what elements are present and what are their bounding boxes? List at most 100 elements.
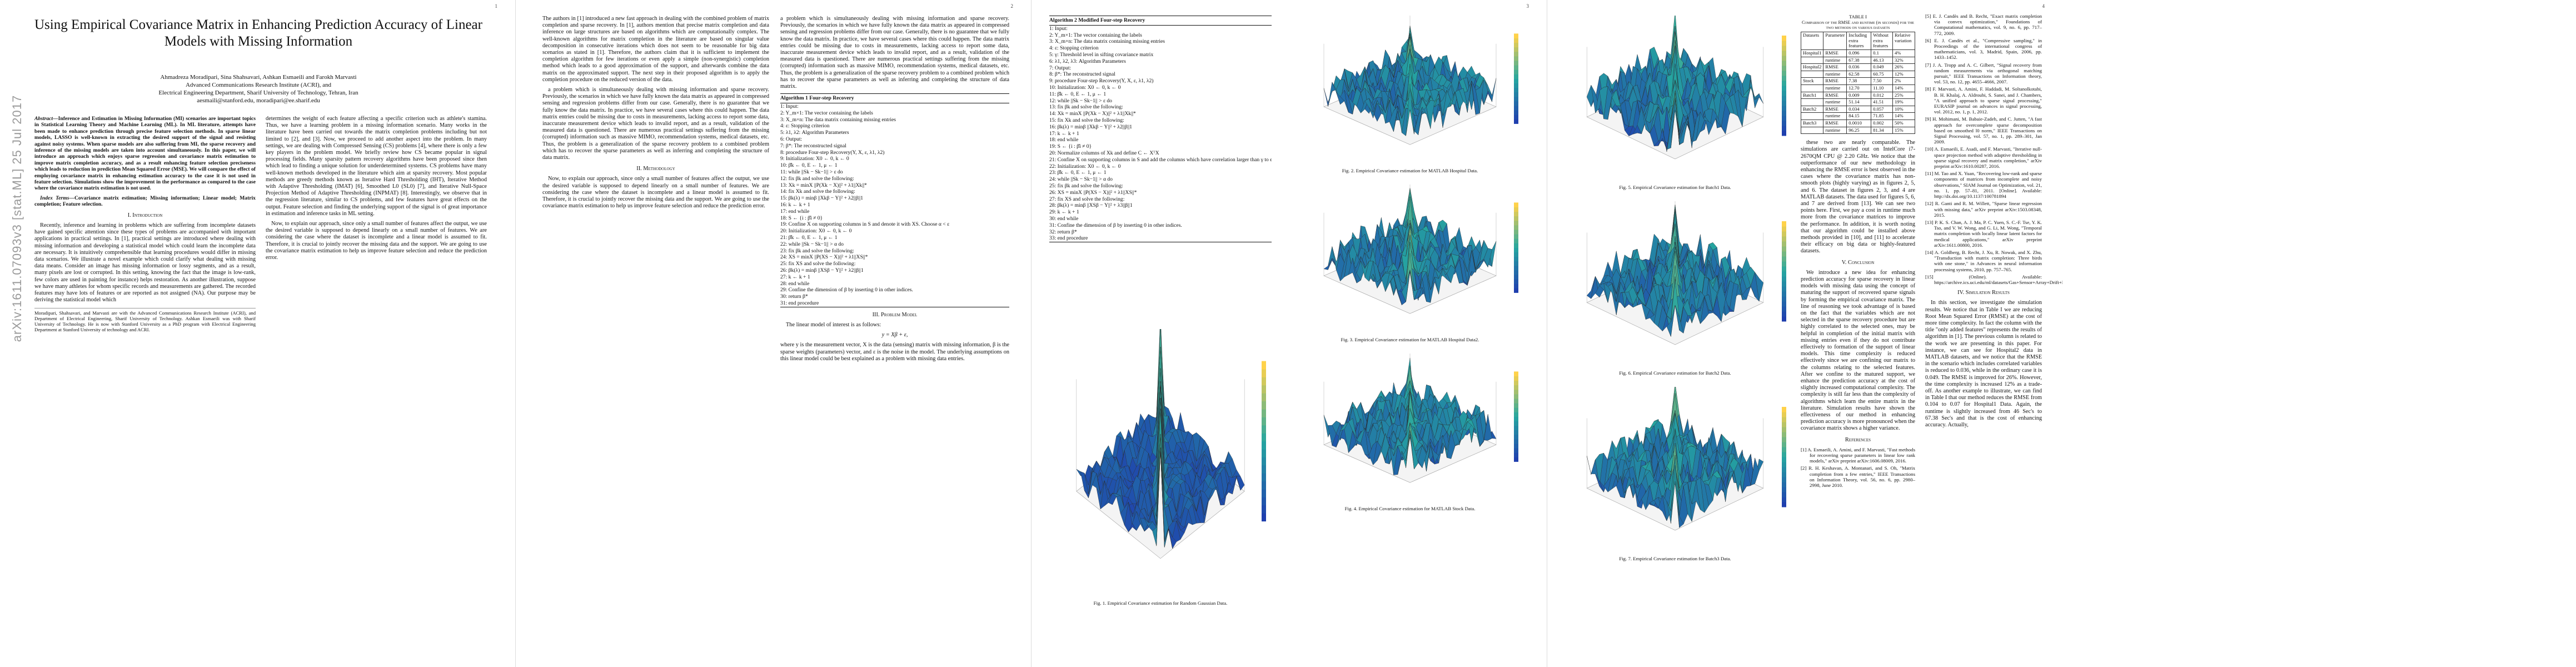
- algorithm-line: 25: fix βk and solve the following:: [1049, 182, 1123, 189]
- table-row: Batch3 RMSE 0.0010 0.002 50%: [1800, 119, 1916, 127]
- figure-4: [1296, 354, 1524, 504]
- algorithm-line: 27: k ← k + 1: [780, 273, 810, 280]
- algorithm-line: 19: S ← {i : β̂i ≠ 0}: [1049, 143, 1092, 150]
- algorithm-line: 27: fix XS and solve the following:: [1049, 196, 1125, 202]
- author-affiliation: Advanced Communications Research Institu…: [185, 82, 332, 88]
- table-cell: Stock: [1800, 77, 1824, 85]
- surface-mesh: [1587, 387, 1764, 528]
- table-cell: RMSE: [1823, 105, 1847, 113]
- algorithm-line: 26: βk(λ) = minβ ||XSβ − Y||² + λ2||β||1: [780, 267, 864, 273]
- algorithm-line: 2: Y_m×1: The vector containing the labe…: [780, 109, 873, 116]
- table-header-cell: Datasets: [1800, 32, 1824, 50]
- algorithm-line: 9: Initialization: X0 ← 0, k ← 0: [780, 156, 849, 162]
- paper-page-1: 1 arXiv:1611.07093v3 [stat.ML] 25 Jul 20…: [0, 0, 515, 667]
- algorithm-line: 2: Y_m×1: The vector containing the labe…: [1049, 32, 1142, 38]
- table-cell: Batch1: [1800, 91, 1824, 99]
- reference-list: [1] A. Esmaeili, A. Amini, and F. Marvas…: [1801, 447, 1915, 488]
- reference-item: [7] J. A. Tropp and A. C. Gilbert, "Sign…: [1925, 62, 2042, 85]
- paragraph: where y is the measurement vector, X is …: [780, 342, 1009, 362]
- algorithm-line: 23: β̂k ← 0, E ← 1, μ ← 1: [1049, 170, 1107, 176]
- algorithm-line: 3: X_m×n: The data matrix containing mis…: [780, 116, 896, 123]
- colorbar: [1782, 407, 1786, 507]
- algorithm-line: 10: Initialization: X0 ← 0, k ← 0: [1049, 84, 1121, 91]
- table-cell: Batch2: [1800, 105, 1824, 113]
- surface-mesh: [1587, 16, 1763, 152]
- footnote: Moradipari, Shahsavari, and Marvasti are…: [34, 308, 256, 332]
- page-number: 4: [2042, 3, 2045, 9]
- figure-caption: Fig. 4. Empirical Covariance estimation …: [1344, 506, 1476, 511]
- algorithm-2: Algorithm 2 Modified Four-step Recovery …: [1049, 16, 1272, 243]
- table-cell: runtime: [1823, 70, 1847, 78]
- table-cell: [1800, 56, 1824, 64]
- table-cell: runtime: [1823, 112, 1847, 120]
- algorithm-line: 20: Normalize columns of Xk and define C…: [1049, 150, 1159, 156]
- right-column: a problem which is simultaneously dealin…: [780, 16, 1009, 366]
- algorithm-line: 8: β*: The reconstructed signal: [1049, 71, 1115, 78]
- table-cell: runtime: [1823, 126, 1847, 135]
- algorithm-line: 6: Output:: [780, 136, 803, 143]
- surface-mesh: [1586, 205, 1763, 337]
- reference-item: [14] A. Goldberg, B. Recht, J. Xu, R. No…: [1925, 249, 2042, 272]
- algorithm-line: 25: fix XS and solve the following:: [780, 261, 856, 267]
- middle-column: TABLE I Comparison of the RMSE and runti…: [1800, 13, 1916, 490]
- reference-item: [8] F. Marvasti, A. Amini, F. Haddadi, M…: [1925, 86, 2042, 115]
- paragraph: Now, to explain our approach, since only…: [542, 176, 769, 210]
- table-cell: 11.10: [1871, 84, 1893, 92]
- table-cell: 0.036: [1846, 63, 1872, 71]
- reference-item: [9] H. Mohimani, M. Babaie-Zadeh, and C.…: [1925, 116, 2042, 145]
- algorithm-line: 28: end while: [780, 280, 810, 287]
- reference-list: [5] E. J. Candès and B. Recht, "Exact ma…: [1925, 13, 2062, 285]
- paragraph: The linear model of interest is as follo…: [786, 321, 881, 328]
- table-cell: 15%: [1892, 126, 1916, 135]
- left-column: Abstract—Inference and Estimation in Mis…: [34, 116, 256, 332]
- table-caption: Comparison of the RMSE and runtime (in s…: [1802, 20, 1914, 31]
- algorithm-line: 8: procedure Four-step Recovery(Y, X, ε,…: [780, 149, 885, 156]
- table-cell: 0.1: [1871, 49, 1893, 57]
- algorithm-line: 4: ε: Stopping criterion: [1049, 45, 1099, 52]
- table-body: Hospital1 RMSE 0.096 0.1 4% runtime 67.38 46.13…: [1800, 49, 1916, 135]
- algorithm-line: 4: ε: Stopping criterion: [780, 123, 830, 130]
- covariance-surface-figure: [1323, 185, 1518, 314]
- algorithm-1: Algorithm 1 Four-step Recovery 1: Input:…: [780, 93, 1009, 307]
- reference-item: [6] E. J. Candès et al., "Compressive sa…: [1925, 37, 2042, 61]
- covariance-surface-figure: [1586, 201, 1786, 345]
- page-number: 1: [495, 3, 498, 9]
- table-row: Batch2 RMSE 0.034 0.057 10%: [1800, 105, 1916, 113]
- algorithm-line: 22: while ||Sk − Sk−1|| > α do: [780, 241, 844, 247]
- table-cell: 0.0010: [1846, 119, 1872, 127]
- table-cell: 25%: [1892, 91, 1916, 99]
- algorithm-line: 3: X_m×n: The data matrix containing mis…: [1049, 38, 1165, 45]
- section-heading: IV. Simulation Results: [1957, 290, 2010, 296]
- table-cell: RMSE: [1823, 119, 1847, 127]
- figure-caption: Fig. 5. Empirical Covariance estimation …: [1619, 185, 1731, 190]
- table-cell: 26%: [1892, 63, 1916, 71]
- algorithm-line: 31: end procedure: [780, 300, 819, 306]
- reference-item: [15] (Online). Available: https://archiv…: [1925, 273, 2062, 285]
- algorithm-line: 17: k ← k + 1: [1049, 130, 1079, 137]
- algorithm-line: 19: Confine X on supporting columns in S…: [780, 221, 950, 228]
- algorithm-line: 32: return β*: [1049, 228, 1077, 235]
- figure-1: [1049, 329, 1272, 596]
- table-cell: Hospital1: [1800, 49, 1824, 57]
- table-header-cell: Parameter: [1823, 32, 1847, 50]
- figure-7: [1558, 387, 1792, 554]
- algorithm-line: 7: Output:: [1049, 64, 1072, 71]
- table-row: Stock RMSE 7.38 7.50 2%: [1800, 77, 1916, 85]
- table-cell: 10%: [1892, 105, 1916, 113]
- algorithm-line: 16: βk(λ) = minβ ||Xkβ − Y||² + λ2||β||1: [1049, 123, 1133, 130]
- colorbar: [1514, 202, 1518, 293]
- abstract-label: Abstract—: [34, 116, 58, 122]
- section-heading: II. Methodology: [636, 166, 675, 172]
- algorithm-line: 30: end while: [1049, 215, 1079, 222]
- figure-6: [1558, 201, 1792, 368]
- section-heading: V. Conclusion: [1841, 259, 1875, 266]
- figure-2: [1296, 16, 1524, 166]
- algorithm-line: 1: Input:: [1049, 25, 1068, 32]
- algorithm-line: 23: fix βk and solve the following:: [780, 247, 854, 254]
- right-column: [5] E. J. Candès and B. Recht, "Exact ma…: [1925, 13, 2062, 432]
- table-cell: 50%: [1892, 119, 1916, 127]
- algorithm-line: 1: Input:: [780, 103, 799, 110]
- left-column: Algorithm 2 Modified Four-step Recovery …: [1049, 16, 1272, 243]
- table-cell: 60.75: [1871, 70, 1893, 78]
- algorithm-line: 24: while ||Sk − Sk−1|| > α do: [1049, 176, 1113, 183]
